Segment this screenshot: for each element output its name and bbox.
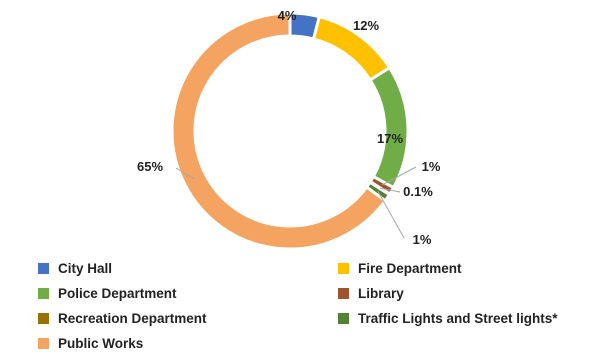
legend-swatch-city-hall (38, 263, 49, 274)
legend-label-public-works: Public Works (58, 336, 143, 351)
donut-slices (170, 11, 410, 251)
leader-line-public-works (175, 167, 196, 180)
data-labels: 4% 12% 17% 1% 0.1% 1% 65% (137, 8, 441, 247)
legend-label-library: Library (358, 286, 404, 301)
data-label-traffic-lights: 1% (413, 232, 432, 247)
slice-public-works (170, 11, 388, 251)
legend-label-recreation-department: Recreation Department (58, 311, 207, 326)
legend-item-city-hall: City Hall (38, 261, 112, 276)
data-label-city-hall: 4% (278, 8, 297, 23)
legend-label-city-hall: City Hall (58, 261, 112, 276)
legend-label-police-department: Police Department (58, 286, 177, 301)
legend-item-library: Library (338, 286, 404, 301)
leader-lines (175, 166, 417, 239)
data-label-fire-department: 12% (353, 18, 379, 33)
slice-police-department (368, 65, 410, 190)
leader-line-recreation-department (379, 187, 401, 193)
legend-swatch-traffic-lights (338, 313, 349, 324)
legend-swatch-library (338, 288, 349, 299)
data-label-public-works: 65% (137, 159, 163, 174)
leader-line-traffic-lights-and-street-lights (377, 190, 405, 239)
legend-swatch-fire-department (338, 263, 349, 274)
legend-label-fire-department: Fire Department (358, 261, 462, 276)
legend: City Hall Fire Department Police Departm… (38, 261, 558, 351)
data-label-police-department: 17% (377, 131, 403, 146)
legend-item-public-works: Public Works (38, 336, 143, 351)
legend-item-fire-department: Fire Department (338, 261, 462, 276)
legend-item-traffic-lights: Traffic Lights and Street lights* (338, 311, 558, 326)
legend-item-police-department: Police Department (38, 286, 177, 301)
legend-swatch-public-works (38, 338, 49, 349)
data-label-recreation-department: 0.1% (403, 184, 433, 199)
legend-swatch-police-department (38, 288, 49, 299)
legend-swatch-recreation-department (38, 313, 49, 324)
legend-label-traffic-lights: Traffic Lights and Street lights* (358, 311, 558, 326)
legend-item-recreation-department: Recreation Department (38, 311, 207, 326)
data-label-library: 1% (422, 159, 441, 174)
leader-line-library (381, 166, 417, 186)
